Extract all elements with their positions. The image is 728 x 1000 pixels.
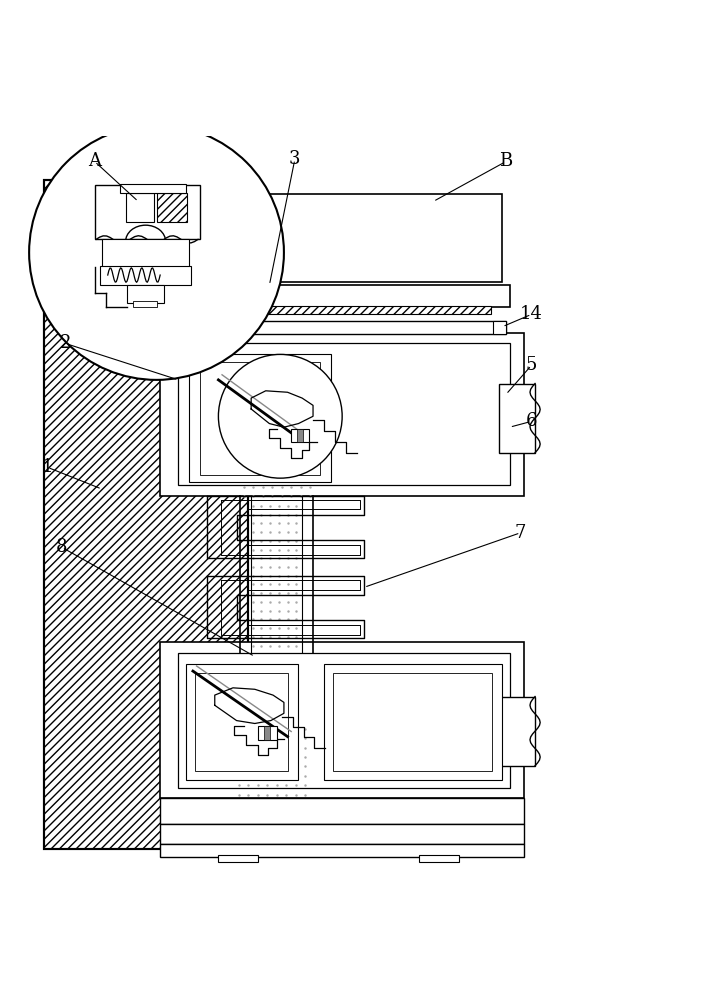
Bar [160,844,524,857]
Bar [44,180,248,849]
Bar [127,285,164,303]
Bar [100,266,191,285]
Bar [133,301,157,307]
Bar [102,239,189,267]
Bar [200,362,320,475]
Bar [499,384,535,453]
Circle shape [29,125,284,380]
Bar [419,855,459,862]
Bar [264,726,270,740]
Bar [197,194,502,282]
Bar [157,193,187,222]
Bar [218,855,258,862]
Bar [297,429,303,442]
Text: 8: 8 [56,538,68,556]
Circle shape [218,354,342,478]
Bar [120,184,186,193]
Bar [160,824,524,844]
Bar [333,673,492,771]
Bar [102,285,113,307]
Bar [44,180,248,849]
Bar [499,697,535,766]
Bar [324,664,502,780]
Text: 5: 5 [526,356,537,374]
Text: A: A [88,152,101,170]
Bar [160,642,524,798]
Text: 14: 14 [520,305,543,323]
Bar [178,653,510,788]
Text: 1: 1 [41,458,53,476]
Bar [493,321,506,334]
Bar [197,194,502,282]
Bar [291,429,309,442]
Bar [102,285,510,307]
Bar [113,306,491,314]
Bar [95,185,200,239]
Text: 6: 6 [526,412,537,430]
Bar [186,664,298,780]
Bar [178,653,510,788]
Bar [126,193,154,222]
Bar [160,798,524,824]
Bar [178,343,510,485]
Bar [189,354,331,482]
Bar [113,321,506,334]
Bar [160,333,524,496]
Bar [258,726,277,740]
Text: 3: 3 [289,150,301,168]
Bar [195,673,288,771]
Text: 2: 2 [60,334,71,352]
Text: B: B [499,152,513,170]
Text: 7: 7 [515,524,526,542]
Bar [113,321,126,334]
